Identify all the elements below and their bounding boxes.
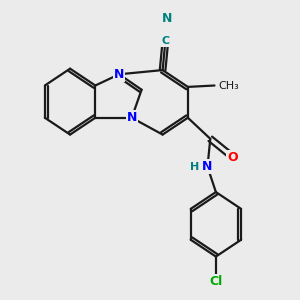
Text: CH₃: CH₃ [219, 80, 239, 91]
Text: N: N [127, 111, 137, 124]
Text: C: C [161, 36, 169, 46]
Text: N: N [114, 68, 124, 81]
Text: H: H [190, 162, 200, 172]
Text: Cl: Cl [209, 275, 223, 288]
Text: N: N [202, 160, 213, 173]
Text: O: O [227, 151, 238, 164]
Text: N: N [162, 12, 172, 25]
